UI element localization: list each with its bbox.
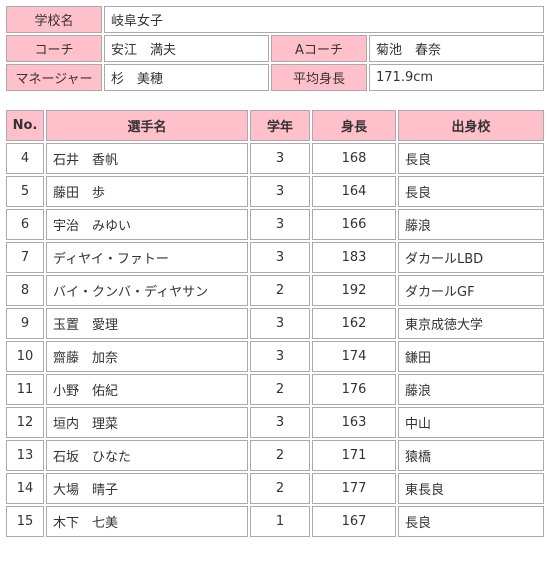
player-number: 9 — [6, 308, 44, 339]
player-school: 長良 — [398, 143, 544, 174]
info-row-manager: マネージャー 杉 美穂 平均身長 171.9cm — [6, 64, 544, 91]
player-number: 14 — [6, 473, 44, 504]
table-row: 5 藤田 歩 3 164 長良 — [6, 176, 544, 207]
player-number: 4 — [6, 143, 44, 174]
table-row: 7 ディヤイ・ファトー 3 183 ダカールLBD — [6, 242, 544, 273]
table-row: 14 大場 晴子 2 177 東長良 — [6, 473, 544, 504]
player-height: 171 — [312, 440, 396, 471]
player-school: 長良 — [398, 506, 544, 537]
manager-value: 杉 美穂 — [104, 64, 269, 91]
player-grade: 3 — [250, 242, 310, 273]
player-school: 鎌田 — [398, 341, 544, 372]
table-row: 15 木下 七美 1 167 長良 — [6, 506, 544, 537]
header-no: No. — [6, 110, 44, 141]
player-grade: 3 — [250, 176, 310, 207]
table-row: 8 バイ・クンバ・ディヤサン 2 192 ダカールGF — [6, 275, 544, 306]
player-height: 174 — [312, 341, 396, 372]
table-row: 13 石坂 ひなた 2 171 猿橋 — [6, 440, 544, 471]
player-school: 猿橋 — [398, 440, 544, 471]
school-value: 岐阜女子 — [104, 6, 544, 33]
player-grade: 2 — [250, 275, 310, 306]
player-school: 中山 — [398, 407, 544, 438]
player-number: 10 — [6, 341, 44, 372]
player-school: 東京成徳大学 — [398, 308, 544, 339]
info-row-school: 学校名 岐阜女子 — [6, 6, 544, 33]
acoach-value: 菊池 春奈 — [369, 35, 544, 62]
school-label: 学校名 — [6, 6, 102, 33]
table-row: 12 垣内 理菜 3 163 中山 — [6, 407, 544, 438]
player-grade: 3 — [250, 407, 310, 438]
player-school: 藤浪 — [398, 209, 544, 240]
player-name: バイ・クンバ・ディヤサン — [46, 275, 248, 306]
player-name: 宇治 みゆい — [46, 209, 248, 240]
player-grade: 2 — [250, 473, 310, 504]
header-height: 身長 — [312, 110, 396, 141]
player-name: 垣内 理菜 — [46, 407, 248, 438]
player-name: 玉置 愛理 — [46, 308, 248, 339]
player-height: 167 — [312, 506, 396, 537]
player-grade: 3 — [250, 209, 310, 240]
player-number: 12 — [6, 407, 44, 438]
player-height: 162 — [312, 308, 396, 339]
player-number: 11 — [6, 374, 44, 405]
player-number: 13 — [6, 440, 44, 471]
table-row: 10 齋藤 加奈 3 174 鎌田 — [6, 341, 544, 372]
player-height: 176 — [312, 374, 396, 405]
player-height: 168 — [312, 143, 396, 174]
acoach-label: Aコーチ — [271, 35, 367, 62]
player-height: 163 — [312, 407, 396, 438]
player-number: 15 — [6, 506, 44, 537]
player-name: 齋藤 加奈 — [46, 341, 248, 372]
roster-body: 4 石井 香帆 3 168 長良 5 藤田 歩 3 164 長良 6 宇治 みゆい 3 166 藤浪 7 ディヤ… — [6, 143, 544, 537]
team-info-table: 学校名 岐阜女子 コーチ 安江 満夫 Aコーチ 菊池 春奈 マネージャー 杉 美… — [4, 4, 546, 93]
player-name: 石坂 ひなた — [46, 440, 248, 471]
player-school: ダカールLBD — [398, 242, 544, 273]
table-row: 11 小野 佑紀 2 176 藤浪 — [6, 374, 544, 405]
player-school: 東長良 — [398, 473, 544, 504]
coach-label: コーチ — [6, 35, 102, 62]
player-grade: 3 — [250, 308, 310, 339]
player-name: ディヤイ・ファトー — [46, 242, 248, 273]
table-row: 9 玉置 愛理 3 162 東京成徳大学 — [6, 308, 544, 339]
table-row: 4 石井 香帆 3 168 長良 — [6, 143, 544, 174]
header-school: 出身校 — [398, 110, 544, 141]
player-name: 石井 香帆 — [46, 143, 248, 174]
player-height: 164 — [312, 176, 396, 207]
player-grade: 3 — [250, 143, 310, 174]
player-name: 小野 佑紀 — [46, 374, 248, 405]
player-height: 192 — [312, 275, 396, 306]
player-height: 166 — [312, 209, 396, 240]
table-row: 6 宇治 みゆい 3 166 藤浪 — [6, 209, 544, 240]
player-school: ダカールGF — [398, 275, 544, 306]
header-grade: 学年 — [250, 110, 310, 141]
player-grade: 2 — [250, 374, 310, 405]
player-name: 大場 晴子 — [46, 473, 248, 504]
player-school: 藤浪 — [398, 374, 544, 405]
avg-height-value: 171.9cm — [369, 64, 544, 91]
player-grade: 3 — [250, 341, 310, 372]
coach-value: 安江 満夫 — [104, 35, 269, 62]
header-name: 選手名 — [46, 110, 248, 141]
player-height: 177 — [312, 473, 396, 504]
info-row-coaches: コーチ 安江 満夫 Aコーチ 菊池 春奈 — [6, 35, 544, 62]
player-number: 8 — [6, 275, 44, 306]
player-number: 7 — [6, 242, 44, 273]
player-grade: 2 — [250, 440, 310, 471]
roster-table: No. 選手名 学年 身長 出身校 4 石井 香帆 3 168 長良 5 藤田 歩 3 164 長… — [4, 108, 546, 539]
player-number: 6 — [6, 209, 44, 240]
player-name: 藤田 歩 — [46, 176, 248, 207]
player-school: 長良 — [398, 176, 544, 207]
roster-header-row: No. 選手名 学年 身長 出身校 — [6, 110, 544, 141]
avg-height-label: 平均身長 — [271, 64, 367, 91]
manager-label: マネージャー — [6, 64, 102, 91]
player-grade: 1 — [250, 506, 310, 537]
player-name: 木下 七美 — [46, 506, 248, 537]
player-number: 5 — [6, 176, 44, 207]
player-height: 183 — [312, 242, 396, 273]
